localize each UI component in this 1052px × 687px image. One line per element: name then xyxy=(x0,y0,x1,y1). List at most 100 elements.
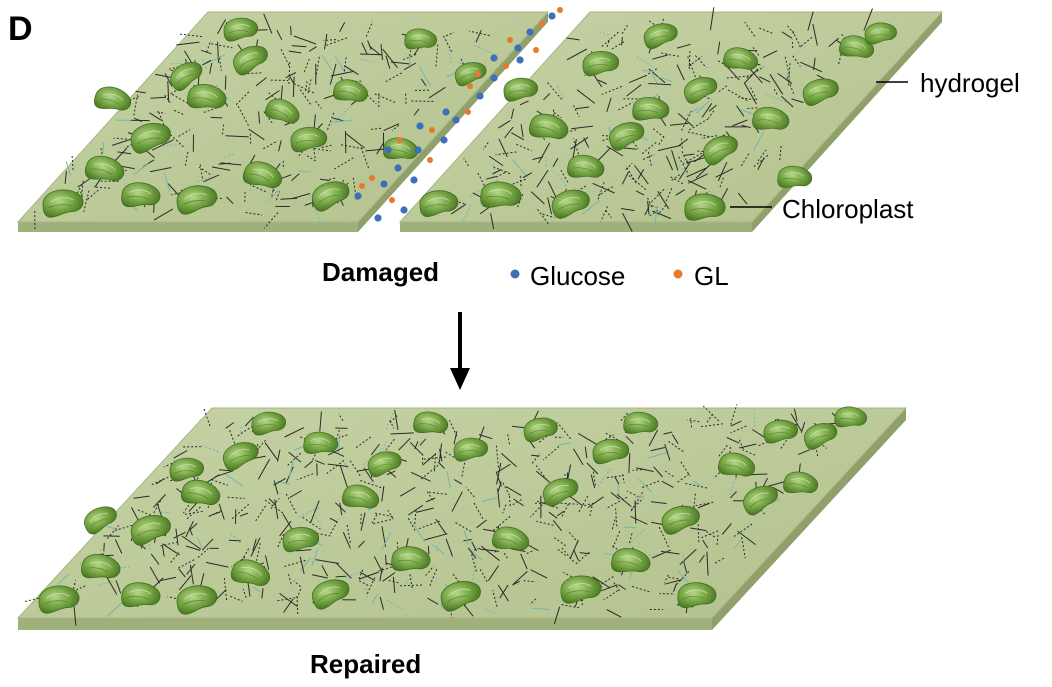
bond-stroke xyxy=(407,517,417,532)
bond-stroke xyxy=(178,568,186,578)
bond-stroke xyxy=(567,494,584,507)
bond-stroke xyxy=(289,490,303,498)
bond-stroke xyxy=(373,556,383,573)
bond-stroke xyxy=(424,533,448,541)
bond-stroke xyxy=(647,150,652,166)
bond-stroke xyxy=(530,569,548,579)
bond-stroke xyxy=(688,173,708,184)
bond-stroke xyxy=(436,542,440,552)
bond-stroke xyxy=(482,496,498,502)
legend-glucose-label: Glucose xyxy=(530,261,625,291)
bond-stroke xyxy=(573,549,579,561)
bond-stroke xyxy=(289,76,295,85)
bond-stroke xyxy=(680,461,691,477)
bond-stroke xyxy=(600,206,608,222)
bond-stroke xyxy=(676,64,685,81)
bond-stroke xyxy=(320,178,330,181)
bond-stroke xyxy=(686,106,700,116)
bond-stroke xyxy=(512,499,522,506)
bond-stroke xyxy=(338,434,348,439)
bond-stroke xyxy=(211,479,228,486)
bond-stroke xyxy=(369,127,382,131)
bond-stroke xyxy=(274,499,279,519)
bond-stroke xyxy=(743,68,759,84)
bond-stroke xyxy=(451,491,463,512)
bond-stroke xyxy=(387,579,399,584)
bond-stroke xyxy=(263,13,273,34)
legend-gl-dot xyxy=(673,269,683,279)
bond-stroke xyxy=(363,467,374,483)
bond-stroke xyxy=(678,156,689,173)
bond-stroke xyxy=(442,34,453,52)
bond-stroke xyxy=(291,193,311,200)
bond-stroke xyxy=(279,592,298,607)
bond-stroke xyxy=(716,534,719,546)
bond-stroke xyxy=(215,84,231,101)
bond-stroke xyxy=(762,50,778,58)
bond-stroke xyxy=(615,508,618,529)
bond-stroke xyxy=(572,138,580,155)
bond-stroke xyxy=(709,7,715,31)
bond-stroke xyxy=(342,531,351,549)
bond-stroke xyxy=(663,431,673,435)
glucose-particle xyxy=(526,28,534,36)
bond-stroke xyxy=(381,485,385,502)
bond-stroke xyxy=(592,468,596,486)
bond-stroke xyxy=(389,419,395,429)
bond-stroke xyxy=(597,186,614,197)
bond-stroke xyxy=(498,138,508,158)
bond-stroke xyxy=(280,49,290,67)
bond-stroke xyxy=(750,69,763,84)
bond-stroke xyxy=(410,471,431,482)
bond-stroke xyxy=(432,544,445,555)
bond-stroke xyxy=(598,79,607,85)
bond-stroke xyxy=(576,89,596,104)
bond-stroke xyxy=(248,128,265,141)
bond-stroke xyxy=(668,440,685,453)
bond-stroke xyxy=(244,416,254,427)
bond-stroke xyxy=(453,479,463,485)
bond-stroke xyxy=(360,58,372,62)
bond-stroke xyxy=(557,442,571,446)
bond-stroke xyxy=(291,173,300,181)
bond-stroke xyxy=(741,124,751,129)
bond-stroke xyxy=(413,108,420,116)
bond-stroke xyxy=(81,183,84,200)
bond-stroke xyxy=(740,153,750,168)
bond-stroke xyxy=(311,574,328,579)
bond-stroke xyxy=(675,161,689,176)
bond-stroke xyxy=(427,597,439,605)
bond-stroke xyxy=(433,452,437,472)
bond-stroke xyxy=(348,459,361,476)
bond-stroke xyxy=(664,470,674,478)
bond-stroke xyxy=(717,41,721,55)
bond-stroke xyxy=(224,75,227,90)
bond-stroke xyxy=(155,477,165,485)
bond-stroke xyxy=(652,549,671,559)
bond-stroke xyxy=(773,88,779,97)
glucose-particle xyxy=(394,164,402,172)
bond-stroke xyxy=(492,590,498,607)
bond-stroke xyxy=(391,124,400,132)
down-arrow-icon xyxy=(450,312,470,390)
bond-stroke xyxy=(163,144,181,147)
bond-stroke xyxy=(683,152,703,164)
bond-stroke xyxy=(621,23,629,34)
gl-particle xyxy=(467,83,473,89)
bond-stroke xyxy=(715,168,734,178)
bond-stroke xyxy=(784,56,790,76)
bond-stroke xyxy=(408,504,424,516)
bond-stroke xyxy=(625,435,634,445)
bond-stroke xyxy=(786,72,791,84)
bond-stroke xyxy=(566,48,588,61)
bond-stroke xyxy=(863,8,873,31)
bond-stroke xyxy=(628,533,633,544)
bond-stroke xyxy=(376,142,385,155)
bond-stroke xyxy=(255,505,267,522)
bond-stroke xyxy=(339,22,346,32)
bond-stroke xyxy=(737,192,748,205)
bond-stroke xyxy=(828,37,840,48)
bond-stroke xyxy=(149,566,161,584)
bond-stroke xyxy=(210,116,223,119)
bond-stroke xyxy=(543,93,551,101)
